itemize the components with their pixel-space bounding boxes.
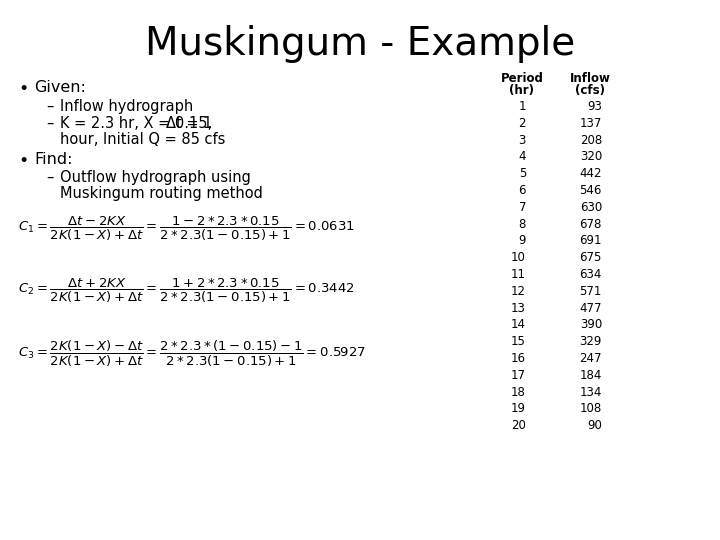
Text: 477: 477 <box>580 302 602 315</box>
Text: 571: 571 <box>580 285 602 298</box>
Text: 17: 17 <box>511 369 526 382</box>
Text: 16: 16 <box>511 352 526 365</box>
Text: 247: 247 <box>580 352 602 365</box>
Text: Find:: Find: <box>34 152 73 167</box>
Text: 329: 329 <box>580 335 602 348</box>
Text: 7: 7 <box>518 201 526 214</box>
Text: 630: 630 <box>580 201 602 214</box>
Text: 4: 4 <box>518 151 526 164</box>
Text: 3: 3 <box>518 133 526 146</box>
Text: –: – <box>46 116 53 131</box>
Text: 19: 19 <box>511 402 526 415</box>
Text: 1: 1 <box>518 100 526 113</box>
Text: 390: 390 <box>580 319 602 332</box>
Text: Given:: Given: <box>34 80 86 95</box>
Text: 10: 10 <box>511 251 526 264</box>
Text: (cfs): (cfs) <box>575 84 605 97</box>
Text: 634: 634 <box>580 268 602 281</box>
Text: $C_1 = \dfrac{\Delta t - 2KX}{2K(1-X)+\Delta t} = \dfrac{1 - 2*2.3*0.15}{2*2.3(1: $C_1 = \dfrac{\Delta t - 2KX}{2K(1-X)+\D… <box>18 215 355 243</box>
Text: Δt = 1: Δt = 1 <box>166 116 212 131</box>
Text: (hr): (hr) <box>510 84 534 97</box>
Text: 8: 8 <box>518 218 526 231</box>
Text: 320: 320 <box>580 151 602 164</box>
Text: 2: 2 <box>518 117 526 130</box>
Text: 691: 691 <box>580 234 602 247</box>
Text: 137: 137 <box>580 117 602 130</box>
Text: $C_3 = \dfrac{2K(1-X)-\Delta t}{2K(1-X)+\Delta t} = \dfrac{2*2.3*(1-0.15)-1}{2*2: $C_3 = \dfrac{2K(1-X)-\Delta t}{2K(1-X)+… <box>18 339 366 369</box>
Text: 9: 9 <box>518 234 526 247</box>
Text: –: – <box>46 170 53 185</box>
Text: 5: 5 <box>518 167 526 180</box>
Text: 90: 90 <box>587 419 602 432</box>
Text: 208: 208 <box>580 133 602 146</box>
Text: 6: 6 <box>518 184 526 197</box>
Text: •: • <box>18 80 28 98</box>
Text: 675: 675 <box>580 251 602 264</box>
Text: 18: 18 <box>511 386 526 399</box>
Text: 15: 15 <box>511 335 526 348</box>
Text: 13: 13 <box>511 302 526 315</box>
Text: 14: 14 <box>511 319 526 332</box>
Text: 134: 134 <box>580 386 602 399</box>
Text: –: – <box>46 99 53 114</box>
Text: •: • <box>18 152 28 170</box>
Text: 20: 20 <box>511 419 526 432</box>
Text: 184: 184 <box>580 369 602 382</box>
Text: K = 2.3 hr, X = 0.15,: K = 2.3 hr, X = 0.15, <box>60 116 217 131</box>
Text: 11: 11 <box>511 268 526 281</box>
Text: hour, Initial Q = 85 cfs: hour, Initial Q = 85 cfs <box>60 132 225 147</box>
Text: Muskingum - Example: Muskingum - Example <box>145 25 575 63</box>
Text: Period: Period <box>500 72 544 85</box>
Text: 12: 12 <box>511 285 526 298</box>
Text: Inflow hydrograph: Inflow hydrograph <box>60 99 193 114</box>
Text: 546: 546 <box>580 184 602 197</box>
Text: 108: 108 <box>580 402 602 415</box>
Text: 678: 678 <box>580 218 602 231</box>
Text: 93: 93 <box>587 100 602 113</box>
Text: 442: 442 <box>580 167 602 180</box>
Text: $C_2 = \dfrac{\Delta t + 2KX}{2K(1-X)+\Delta t} = \dfrac{1 + 2*2.3*0.15}{2*2.3(1: $C_2 = \dfrac{\Delta t + 2KX}{2K(1-X)+\D… <box>18 277 355 305</box>
Text: Inflow: Inflow <box>570 72 611 85</box>
Text: Muskingum routing method: Muskingum routing method <box>60 186 263 201</box>
Text: Outflow hydrograph using: Outflow hydrograph using <box>60 170 251 185</box>
